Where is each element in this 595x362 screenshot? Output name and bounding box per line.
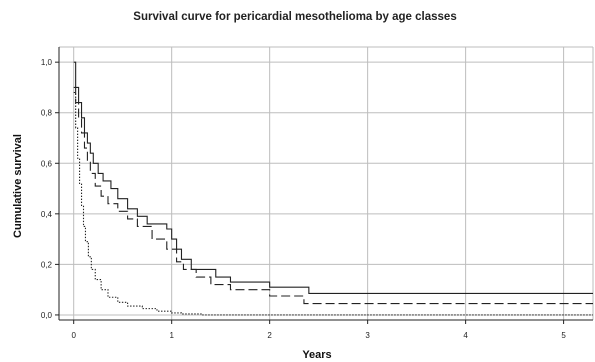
- survival-line-dashed: [73, 86, 593, 305]
- y-axis-label: Cumulative survival: [12, 134, 24, 238]
- x-tick-label: 1: [169, 331, 174, 340]
- x-tick-label: 5: [561, 331, 566, 340]
- y-tick-label: 0,6: [41, 159, 53, 168]
- survival-line-dotted: [73, 91, 593, 316]
- axis-ticks: 0,0 0,2 0,4 0,6 0,8 1,0 0 1 2 3 4 5: [41, 58, 567, 340]
- x-tick-label: 3: [365, 331, 370, 340]
- x-tick-label: 2: [267, 331, 272, 340]
- survival-line-solid: [73, 61, 593, 295]
- series-lines: [73, 61, 593, 316]
- x-tick-label: 4: [463, 331, 468, 340]
- y-tick-label: 0,2: [41, 260, 53, 269]
- y-tick-label: 0,4: [41, 210, 53, 219]
- y-tick-label: 0,8: [41, 109, 53, 118]
- axes: [58, 47, 593, 321]
- x-tick-label: 0: [71, 331, 76, 340]
- y-tick-label: 1,0: [41, 58, 53, 67]
- chart-title: Survival curve for pericardial mesotheli…: [133, 11, 456, 23]
- grid: [59, 46, 594, 320]
- y-tick-label: 0,0: [41, 311, 53, 320]
- x-axis-label: Years: [302, 349, 331, 361]
